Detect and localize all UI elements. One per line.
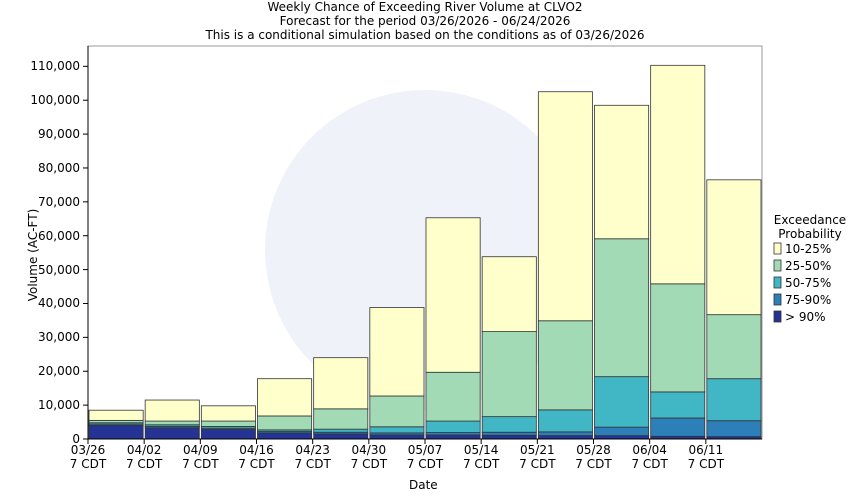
y-tick-label: 0 bbox=[72, 432, 80, 446]
x-tick-label: 03/26 7 CDT bbox=[69, 443, 107, 471]
watermark bbox=[265, 90, 585, 410]
y-tick-label: 50,000 bbox=[38, 262, 80, 277]
y-tick-label: 80,000 bbox=[38, 160, 80, 175]
bar-segment bbox=[88, 425, 144, 440]
bar-segment bbox=[144, 399, 200, 422]
x-tick-label: 05/07 7 CDT bbox=[406, 443, 444, 471]
bar-segment bbox=[594, 426, 650, 437]
legend-swatch bbox=[773, 259, 782, 272]
bar-segment bbox=[200, 420, 256, 427]
x-tick-label: 06/04 7 CDT bbox=[631, 443, 668, 471]
bar-segment bbox=[369, 395, 425, 428]
y-tick-label: 40,000 bbox=[38, 296, 80, 311]
legend-title: Exceedance Probability bbox=[773, 213, 847, 241]
bar-segment bbox=[425, 434, 481, 440]
chart-title: Weekly Chance of Exceeding River Volume … bbox=[267, 0, 583, 14]
legend-swatch bbox=[773, 293, 782, 306]
bar-segment bbox=[257, 378, 313, 417]
bar-segment bbox=[594, 376, 650, 428]
chart-note: This is a conditional simulation based o… bbox=[205, 28, 645, 42]
bar-segment bbox=[425, 371, 481, 422]
x-tick-label: 04/23 7 CDT bbox=[294, 443, 331, 471]
legend-label: 10-25% bbox=[785, 242, 832, 256]
legend-label: 50-75% bbox=[785, 276, 832, 290]
bar-segment bbox=[594, 435, 650, 440]
y-tick-label: 90,000 bbox=[38, 127, 80, 142]
legend-swatch bbox=[773, 310, 782, 323]
bar-segment bbox=[650, 417, 706, 437]
x-tick-label: 04/30 7 CDT bbox=[350, 443, 388, 471]
x-tick-label: 05/28 7 CDT bbox=[575, 443, 612, 471]
legend-label: 75-90% bbox=[785, 293, 832, 307]
x-tick-label: 06/11 7 CDT bbox=[687, 443, 725, 471]
bar-segment bbox=[481, 431, 537, 436]
bar-segment bbox=[200, 405, 256, 422]
bar-segment bbox=[313, 433, 369, 440]
bar-segment bbox=[706, 314, 762, 380]
bar-segment bbox=[369, 434, 425, 440]
bar-segment bbox=[425, 420, 481, 433]
bar-segment bbox=[537, 435, 593, 440]
x-tick-label: 05/21 7 CDT bbox=[519, 443, 556, 471]
bar-segment bbox=[425, 217, 481, 373]
bar-segment bbox=[706, 420, 762, 438]
y-tick-label: 70,000 bbox=[38, 194, 80, 209]
x-tick-label: 04/02 7 CDT bbox=[125, 443, 163, 471]
y-tick-label: 30,000 bbox=[38, 330, 80, 345]
bar-segment bbox=[144, 420, 200, 426]
y-tick-label: 10,000 bbox=[38, 398, 80, 413]
bar-segment bbox=[650, 391, 706, 419]
bar-segment bbox=[537, 320, 593, 411]
chart-subtitle: Forecast for the period 03/26/2026 - 06/… bbox=[279, 14, 571, 28]
bar-segment bbox=[257, 415, 313, 431]
legend-label: > 90% bbox=[785, 310, 826, 324]
x-tick-label: 04/09 7 CDT bbox=[182, 443, 219, 471]
y-tick-label: 110,000 bbox=[30, 59, 80, 74]
legend-swatch bbox=[773, 276, 782, 289]
bar-segment bbox=[481, 256, 537, 333]
bar-segment bbox=[144, 427, 200, 440]
y-tick-label: 100,000 bbox=[30, 93, 80, 108]
bar-segment bbox=[369, 426, 425, 434]
bar-segment bbox=[369, 307, 425, 397]
legend-label: 25-50% bbox=[785, 259, 832, 273]
bar-segment bbox=[537, 409, 593, 433]
y-tick-label: 60,000 bbox=[38, 228, 80, 243]
bar-segment bbox=[650, 64, 706, 285]
bar-segment bbox=[481, 434, 537, 440]
bar-segment bbox=[594, 104, 650, 240]
bar-segment bbox=[313, 357, 369, 410]
bar-segment bbox=[706, 179, 762, 316]
bar-segment bbox=[594, 238, 650, 378]
y-tick-label: 20,000 bbox=[38, 364, 80, 379]
bar-segment bbox=[257, 432, 313, 440]
x-tick-label: 04/16 7 CDT bbox=[238, 443, 275, 471]
bar-segment bbox=[313, 428, 369, 433]
x-axis-label: Date bbox=[409, 478, 438, 492]
bar-segment bbox=[650, 283, 706, 393]
bar-segment bbox=[200, 429, 256, 440]
bar-segment bbox=[88, 409, 144, 421]
bar-segment bbox=[537, 91, 593, 322]
bar-segment bbox=[481, 331, 537, 418]
x-tick-label: 05/14 7 CDT bbox=[462, 443, 500, 471]
bar-segment bbox=[537, 431, 593, 437]
bar-segment bbox=[706, 378, 762, 422]
bar-segment bbox=[313, 408, 369, 430]
legend-swatch bbox=[773, 242, 782, 255]
bar-segment bbox=[481, 416, 537, 433]
